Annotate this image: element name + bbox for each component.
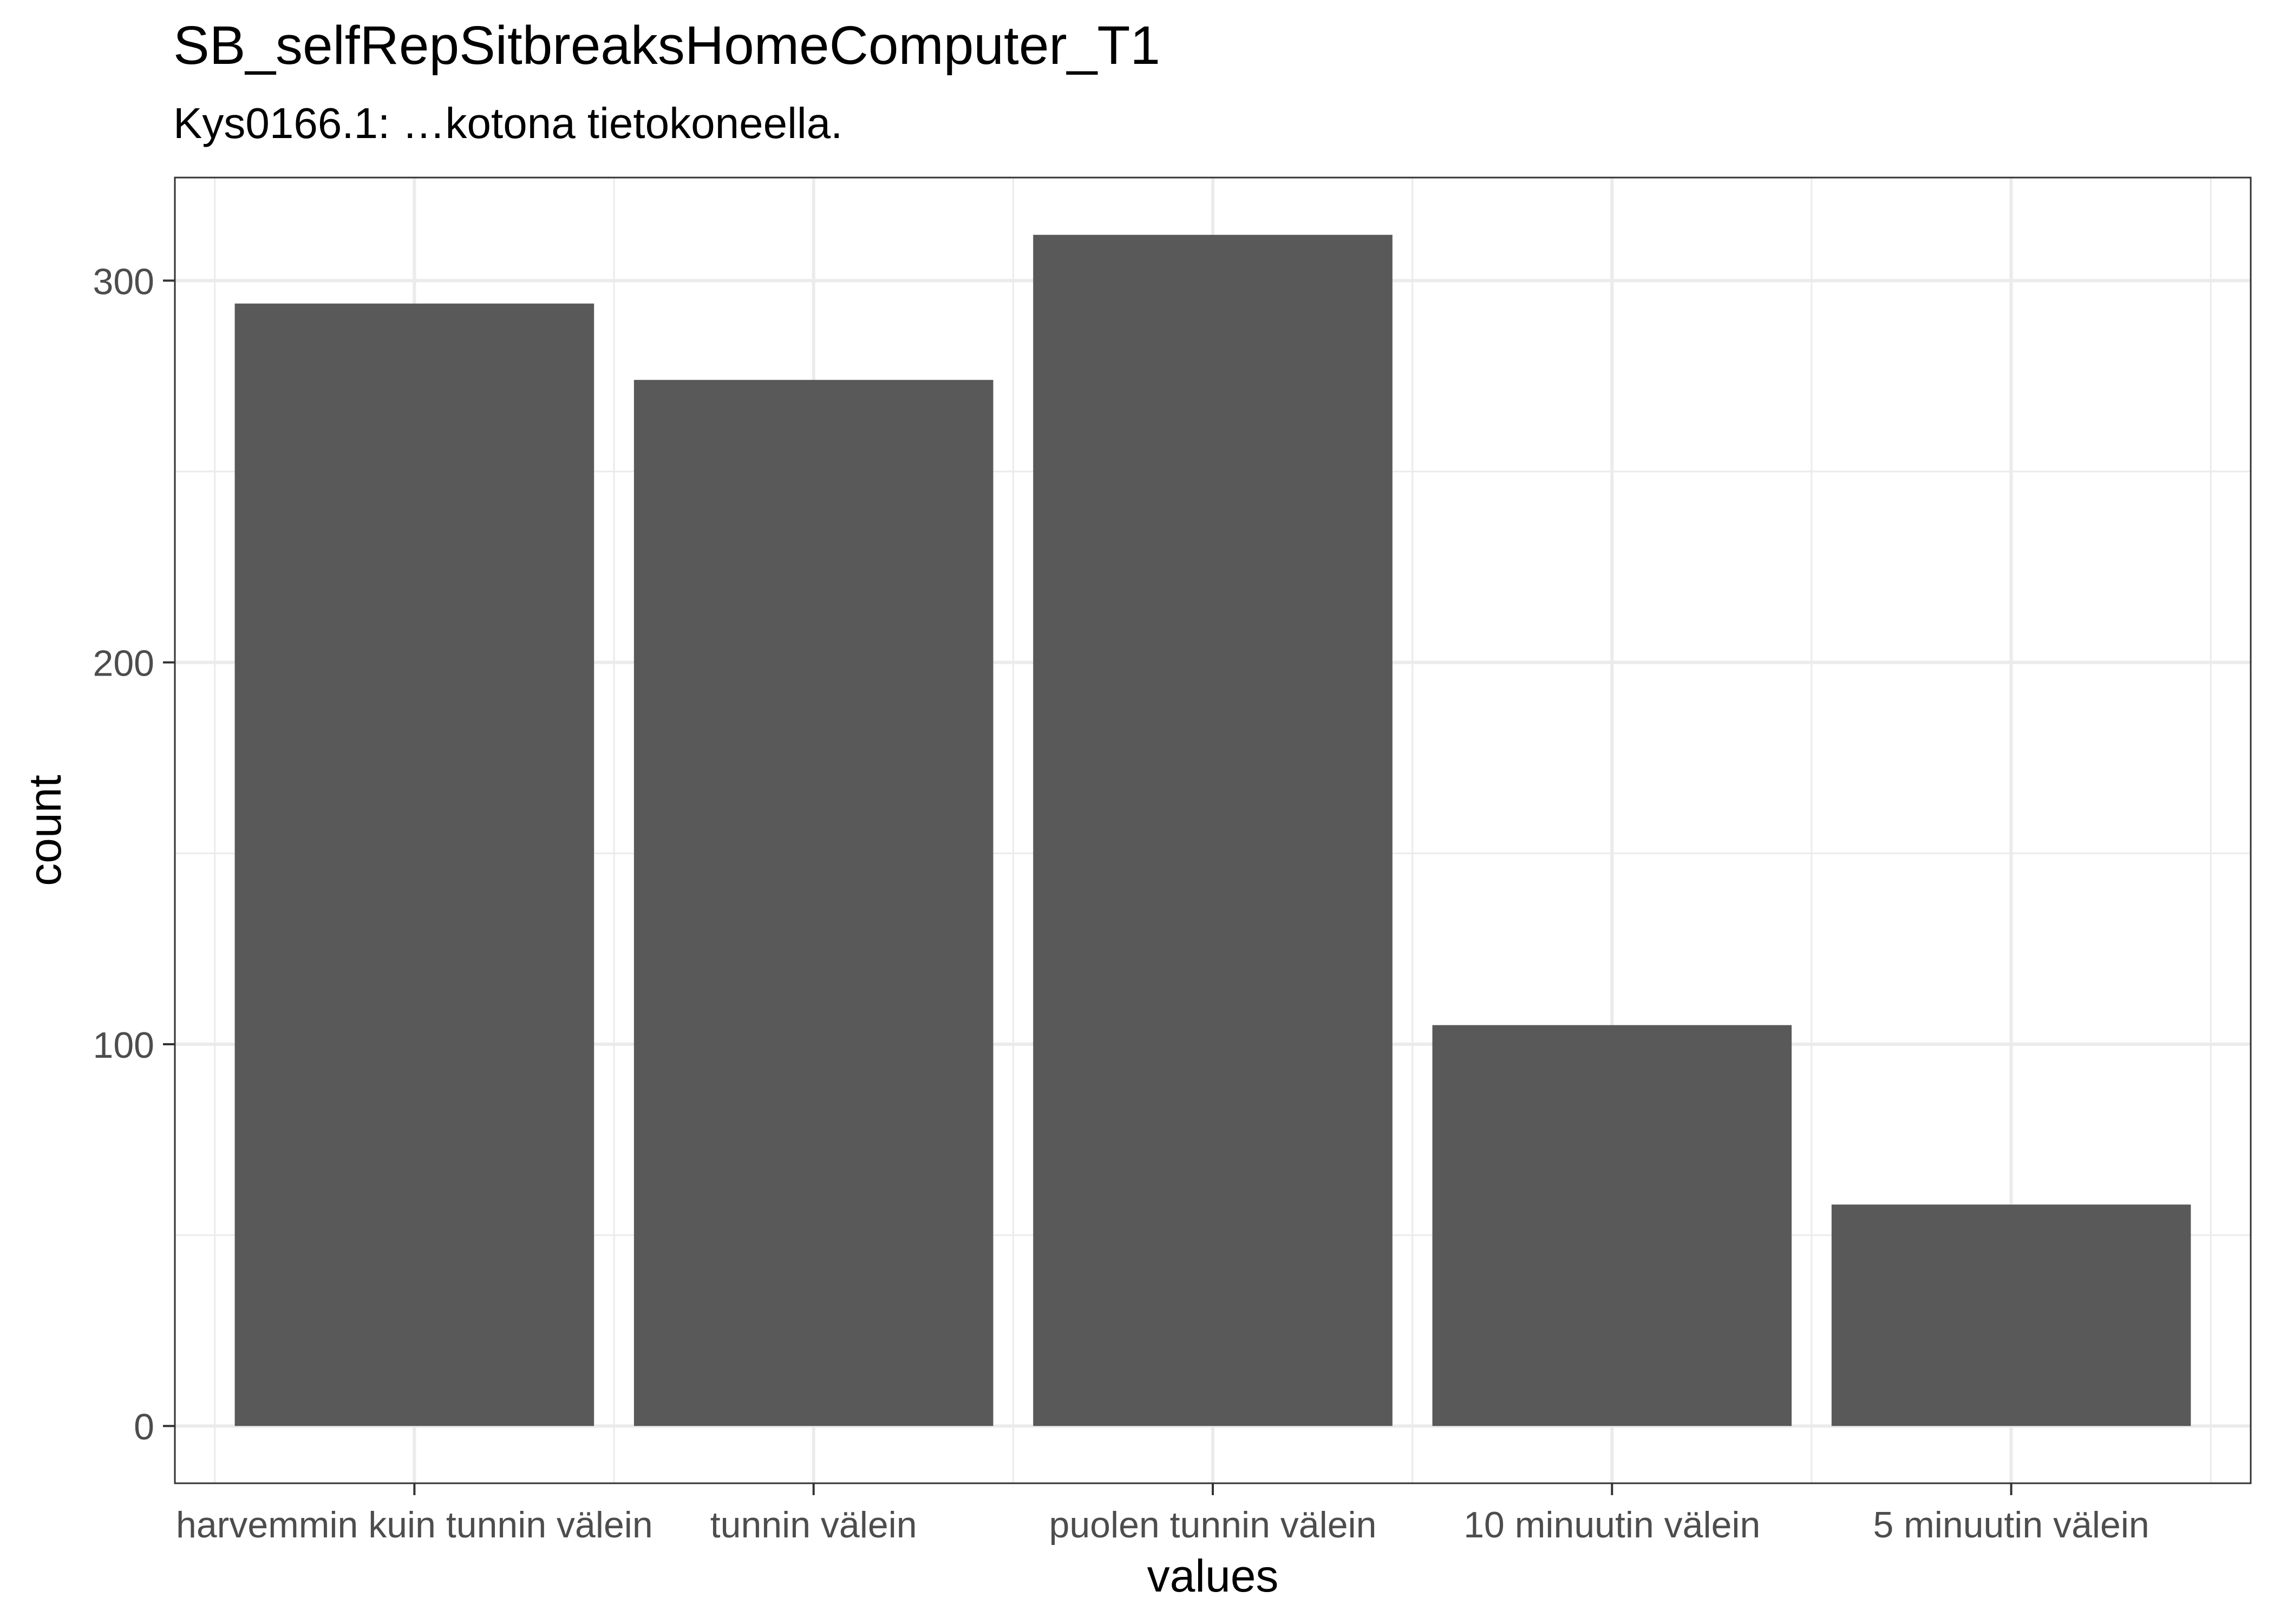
tick-labels: 0 100 200 300 harvemmin kuin tunnin välein tu… xyxy=(93,261,2149,1546)
y-tick-label: 300 xyxy=(93,261,154,302)
x-axis-title: values xyxy=(1147,1550,1279,1601)
chart-title: SB_selfRepSitbreaksHomeComputer_T1 xyxy=(173,15,1160,76)
bar xyxy=(633,379,994,1426)
bar xyxy=(1432,1025,1792,1426)
y-tick-label: 100 xyxy=(93,1025,154,1066)
panel-border xyxy=(174,176,2252,1484)
axis-ticks xyxy=(163,279,2012,1495)
bars xyxy=(234,234,2191,1426)
bar xyxy=(234,303,594,1426)
x-tick-label: 10 minuutin välein xyxy=(1463,1504,1760,1546)
y-tick-label: 0 xyxy=(134,1406,154,1448)
y-axis-title: count xyxy=(19,775,70,886)
bar xyxy=(1831,1204,2191,1426)
x-tick-label: puolen tunnin välein xyxy=(1049,1504,1377,1546)
bar xyxy=(1033,234,1393,1426)
x-tick-label: harvemmin kuin tunnin välein xyxy=(176,1504,653,1546)
x-tick-label: tunnin välein xyxy=(710,1504,917,1546)
x-tick-label: 5 minuutin välein xyxy=(1873,1504,2149,1546)
chart-subtitle: Kys0166.1: …kotona tietokoneella. xyxy=(173,99,842,147)
y-tick-label: 200 xyxy=(93,643,154,684)
